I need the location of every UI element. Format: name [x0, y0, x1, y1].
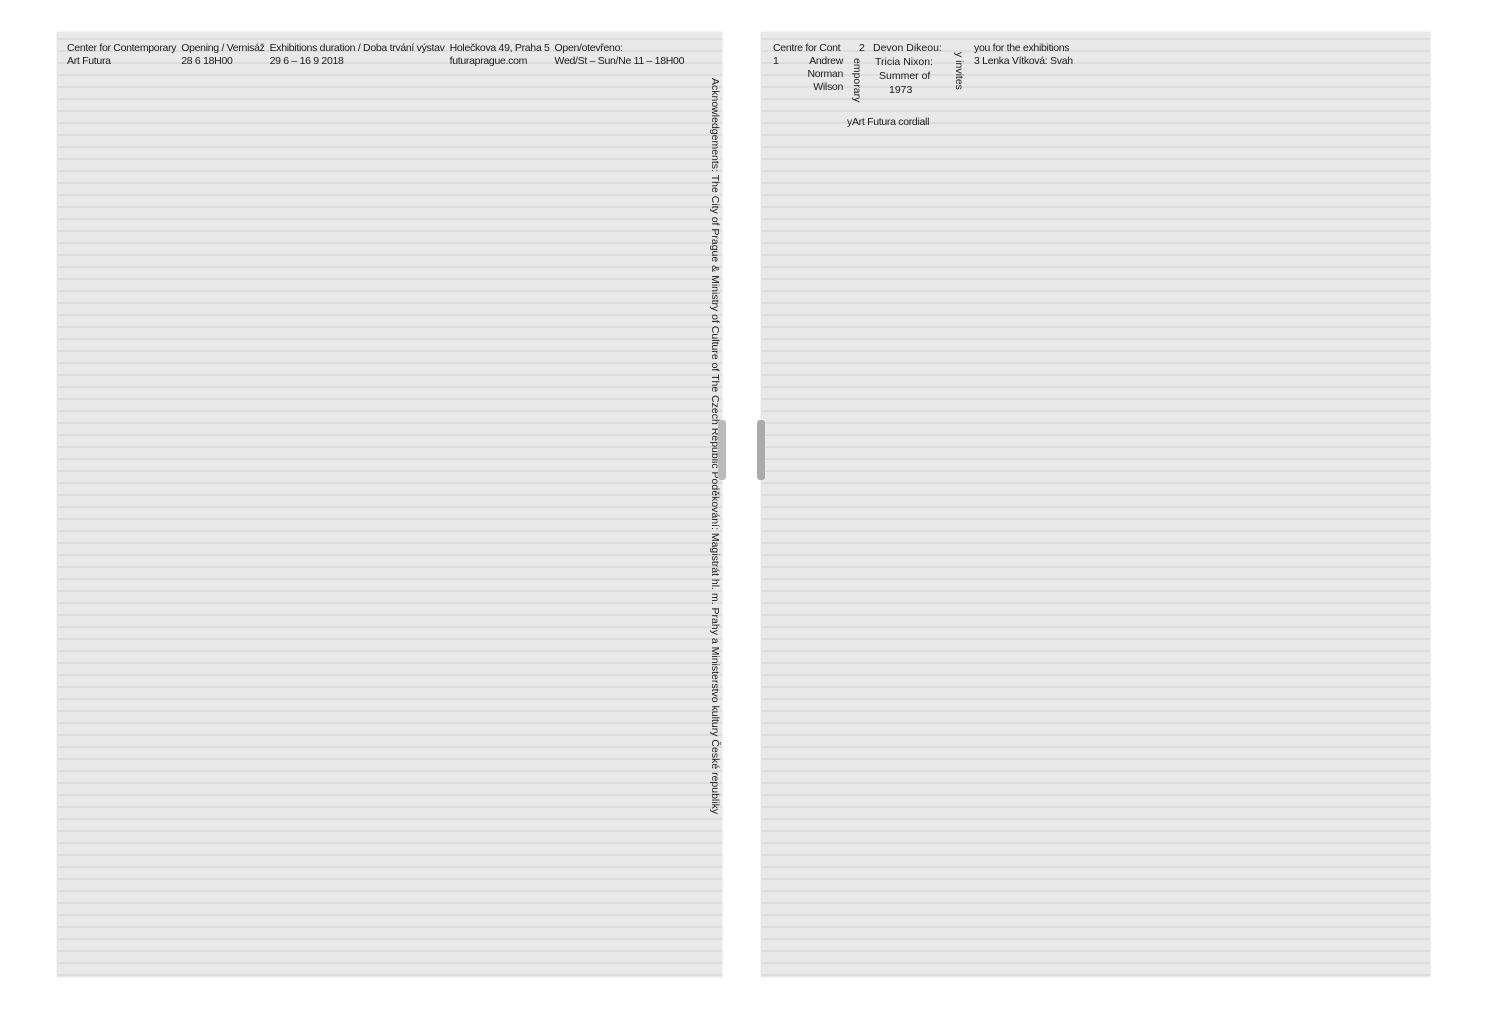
cordially-text: yArt Futura cordiall [847, 116, 930, 128]
header-venue: Center for Contemporary Art Futura [67, 42, 177, 67]
header-address: Holečkova 49, Praha 5 futuraprague.com [449, 42, 550, 67]
arc-line-1: Devon Dikeou: [873, 42, 942, 54]
faded-body-text [761, 32, 1430, 977]
arc-line-4: 1973 [889, 84, 913, 96]
header-duration: Exhibitions duration / Doba trvání výsta… [269, 42, 445, 67]
arc-line-3: Summer of [879, 70, 931, 82]
header-hours: Open/otevřeno: Wed/St – Sun/Ne 11 – 18H00 [554, 42, 685, 67]
artist-3: 3 Lenka Vítková: Svah [974, 55, 1073, 67]
header-row: Center for Contemporary Art Futura Openin… [67, 42, 684, 68]
header-opening: Opening / Vernisáž 28 6 18H00 [181, 42, 265, 67]
thanks-text: you for the exhibitions [974, 42, 1070, 54]
staple [757, 420, 765, 480]
arc-line-2: Tricia Nixon: [875, 56, 933, 68]
number-2: 2 [859, 42, 865, 54]
faded-body-text [57, 32, 722, 977]
right-page: Centre for Cont 2 1 Andrew Norman Wilson e… [761, 32, 1430, 977]
number-1: 1 [773, 55, 779, 67]
header-venue: Centre for Cont [773, 42, 841, 54]
staple [718, 420, 726, 480]
emporary-vertical: emporary [851, 58, 863, 103]
left-page: Center for Contemporary Art Futura Openin… [57, 32, 722, 977]
artist-1: Andrew Norman Wilson [807, 55, 843, 93]
invites-vertical: y invites [953, 52, 965, 90]
